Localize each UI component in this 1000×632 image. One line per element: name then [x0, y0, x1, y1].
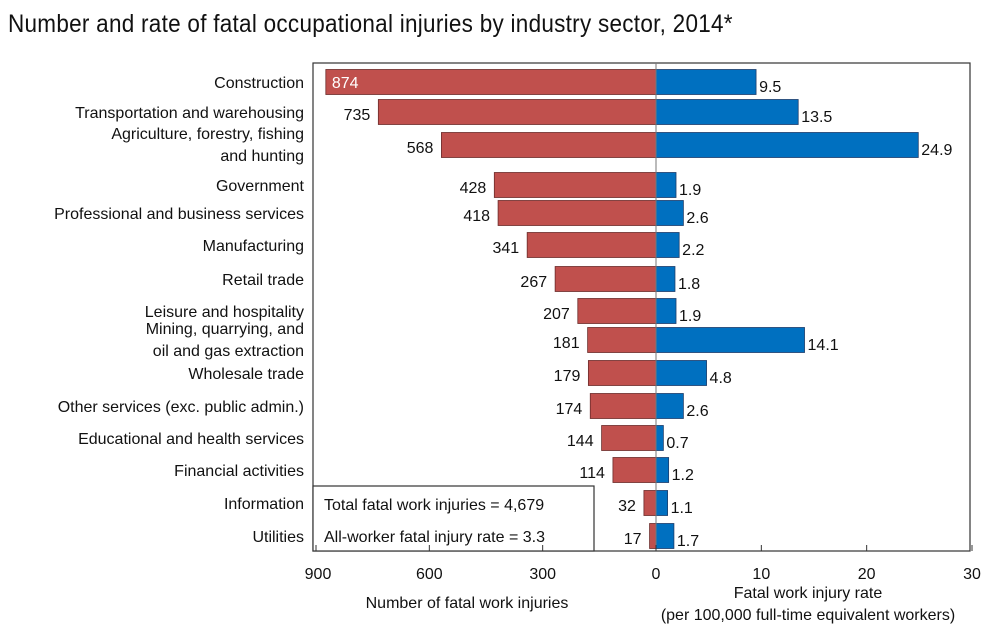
- category-label: Retail trade: [222, 272, 304, 289]
- summary-rate: All-worker fatal injury rate = 3.3: [324, 529, 545, 546]
- bar-count: [554, 266, 657, 292]
- bar-rate: [655, 172, 677, 198]
- bar-count: [649, 523, 657, 549]
- bar-rate: [655, 132, 919, 158]
- data-label-rate: 1.7: [677, 533, 699, 550]
- data-label-count: 179: [554, 368, 581, 385]
- tick-label-right: 20: [858, 566, 876, 583]
- left-axis-label: Number of fatal work injuries: [366, 595, 569, 612]
- summary-total: Total fatal work injuries = 4,679: [324, 497, 544, 514]
- data-label-count: 568: [407, 140, 434, 157]
- data-label-count: 114: [579, 465, 605, 482]
- data-label-count: 181: [553, 335, 580, 352]
- category-label: Financial activities: [174, 463, 304, 480]
- tick-label-left: 900: [305, 566, 332, 583]
- data-label-count: 207: [543, 306, 570, 323]
- data-label-count: 874: [332, 75, 359, 92]
- bar-count: [325, 69, 657, 95]
- bar-count: [441, 132, 657, 158]
- chart-title: Number and rate of fatal occupational in…: [8, 10, 733, 38]
- bar-count: [601, 425, 657, 451]
- bar-rate: [655, 490, 668, 516]
- bar-count: [612, 457, 657, 483]
- data-label-count: 144: [567, 433, 594, 450]
- category-label: Transportation and warehousing: [75, 105, 304, 122]
- category-label: Agriculture, forestry, fishing: [111, 126, 304, 143]
- data-label-rate: 24.9: [921, 142, 952, 159]
- data-label-rate: 1.2: [672, 467, 694, 484]
- bar-rate: [655, 393, 684, 419]
- bar-count: [526, 232, 657, 258]
- data-label-rate: 1.8: [678, 276, 700, 293]
- data-label-rate: 2.6: [686, 403, 708, 420]
- right-axis-label: (per 100,000 full-time equivalent worker…: [661, 607, 955, 624]
- bar-rate: [655, 425, 664, 451]
- bar-rate: [655, 457, 670, 483]
- bar-rate: [655, 99, 799, 125]
- bar-count: [589, 393, 657, 419]
- bar-count: [577, 298, 657, 324]
- bar-count: [643, 490, 657, 516]
- bar-rate: [655, 327, 805, 353]
- category-label: Government: [216, 178, 305, 195]
- bar-rate: [655, 232, 680, 258]
- data-label-count: 418: [463, 208, 490, 225]
- data-label-rate: 1.9: [679, 182, 701, 199]
- category-label: Wholesale trade: [188, 366, 304, 383]
- data-label-count: 174: [556, 401, 583, 418]
- category-label: Information: [224, 496, 304, 513]
- category-label: Professional and business services: [54, 206, 304, 223]
- category-label: Construction: [214, 75, 304, 92]
- category-label: Manufacturing: [203, 238, 304, 255]
- tick-label-left: 0: [652, 566, 661, 583]
- tick-label-right: 30: [963, 566, 981, 583]
- tick-label-left: 300: [529, 566, 556, 583]
- data-label-count: 341: [492, 240, 519, 257]
- bar-rate: [655, 266, 676, 292]
- data-label-count: 735: [344, 107, 371, 124]
- category-label: Other services (exc. public admin.): [58, 399, 304, 416]
- data-label-count: 17: [624, 531, 642, 548]
- data-label-count: 428: [460, 180, 487, 197]
- bar-rate: [655, 360, 707, 386]
- tick-label-left: 600: [416, 566, 443, 583]
- bar-rate: [655, 523, 675, 549]
- data-label-rate: 0.7: [666, 435, 688, 452]
- bar-rate: [655, 69, 757, 95]
- data-label-rate: 13.5: [801, 109, 832, 126]
- summary-box: [312, 485, 595, 552]
- data-label-count: 32: [618, 498, 636, 515]
- bar-rate: [655, 200, 684, 226]
- data-label-rate: 2.6: [686, 210, 708, 227]
- data-label-rate: 4.8: [710, 370, 732, 387]
- bar-count: [377, 99, 657, 125]
- bar-count: [587, 360, 657, 386]
- bar-count: [493, 172, 657, 198]
- category-label: Mining, quarrying, and: [146, 321, 304, 338]
- category-label: Leisure and hospitality: [145, 304, 304, 321]
- category-label: and hunting: [220, 148, 304, 165]
- data-label-rate: 14.1: [808, 337, 839, 354]
- data-label-rate: 1.1: [671, 500, 693, 517]
- bar-count: [497, 200, 657, 226]
- data-label-rate: 9.5: [759, 79, 781, 96]
- data-label-count: 267: [520, 274, 547, 291]
- data-label-rate: 1.9: [679, 308, 701, 325]
- data-label-rate: 2.2: [682, 242, 704, 259]
- right-axis-label: Fatal work injury rate: [734, 585, 883, 602]
- tick-label-right: 10: [752, 566, 770, 583]
- bar-rate: [655, 298, 677, 324]
- category-label: Utilities: [252, 529, 304, 546]
- category-label: oil and gas extraction: [153, 343, 304, 360]
- plot-frame: [312, 62, 971, 552]
- bar-count: [587, 327, 657, 353]
- category-label: Educational and health services: [78, 431, 304, 448]
